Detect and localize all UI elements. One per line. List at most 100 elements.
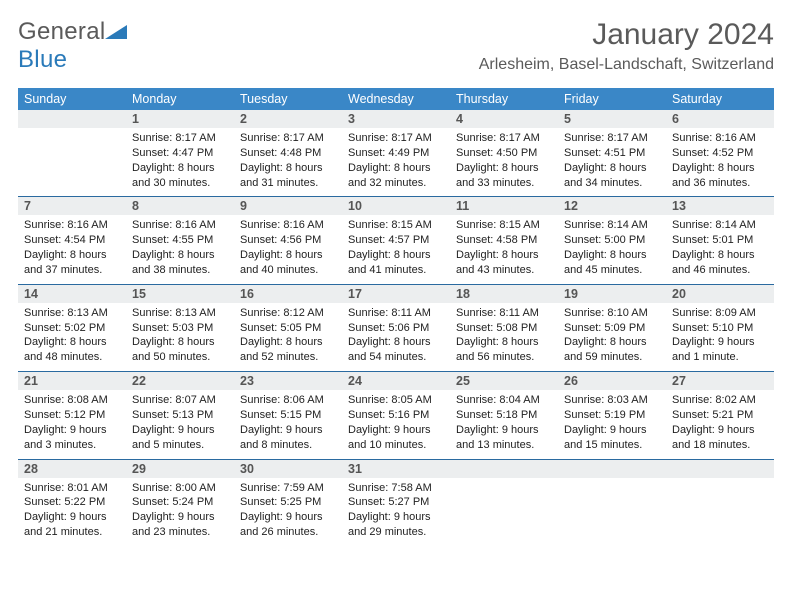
day-detail-cell	[666, 478, 774, 546]
calendar-body: 123456Sunrise: 8:17 AMSunset: 4:47 PMDay…	[18, 110, 774, 546]
sunrise-text: Sunrise: 8:17 AM	[564, 131, 660, 146]
month-title: January 2024	[479, 18, 774, 52]
sunset-text: Sunset: 4:58 PM	[456, 233, 552, 248]
day-detail-cell	[450, 478, 558, 546]
day-detail-cell: Sunrise: 8:17 AMSunset: 4:47 PMDaylight:…	[126, 128, 234, 197]
daylight-line1: Daylight: 9 hours	[456, 423, 552, 438]
day-number-cell: 29	[126, 459, 234, 478]
weekday-header: Saturday	[666, 88, 774, 110]
sunset-text: Sunset: 4:49 PM	[348, 146, 444, 161]
daylight-line1: Daylight: 8 hours	[564, 335, 660, 350]
sunset-text: Sunset: 5:00 PM	[564, 233, 660, 248]
day-number-cell: 23	[234, 372, 342, 391]
sunrise-text: Sunrise: 8:07 AM	[132, 393, 228, 408]
sunset-text: Sunset: 5:16 PM	[348, 408, 444, 423]
sunset-text: Sunset: 4:52 PM	[672, 146, 768, 161]
day-detail-row: Sunrise: 8:16 AMSunset: 4:54 PMDaylight:…	[18, 215, 774, 284]
weekday-header: Wednesday	[342, 88, 450, 110]
daylight-line2: and 18 minutes.	[672, 438, 768, 453]
sunrise-text: Sunrise: 8:13 AM	[132, 306, 228, 321]
day-detail-cell: Sunrise: 8:13 AMSunset: 5:02 PMDaylight:…	[18, 303, 126, 372]
weekday-header: Tuesday	[234, 88, 342, 110]
sunrise-text: Sunrise: 8:17 AM	[132, 131, 228, 146]
sunrise-text: Sunrise: 8:16 AM	[24, 218, 120, 233]
daylight-line2: and 46 minutes.	[672, 263, 768, 278]
daylight-line1: Daylight: 8 hours	[132, 335, 228, 350]
sunrise-text: Sunrise: 8:04 AM	[456, 393, 552, 408]
day-detail-cell: Sunrise: 8:08 AMSunset: 5:12 PMDaylight:…	[18, 390, 126, 459]
sunset-text: Sunset: 4:57 PM	[348, 233, 444, 248]
daylight-line2: and 10 minutes.	[348, 438, 444, 453]
daylight-line2: and 52 minutes.	[240, 350, 336, 365]
day-detail-cell: Sunrise: 7:58 AMSunset: 5:27 PMDaylight:…	[342, 478, 450, 546]
day-detail-cell: Sunrise: 8:06 AMSunset: 5:15 PMDaylight:…	[234, 390, 342, 459]
sunrise-text: Sunrise: 8:02 AM	[672, 393, 768, 408]
sunrise-text: Sunrise: 8:17 AM	[348, 131, 444, 146]
day-detail-cell: Sunrise: 8:17 AMSunset: 4:48 PMDaylight:…	[234, 128, 342, 197]
daylight-line1: Daylight: 9 hours	[564, 423, 660, 438]
sunrise-text: Sunrise: 8:15 AM	[348, 218, 444, 233]
sunset-text: Sunset: 4:54 PM	[24, 233, 120, 248]
daylight-line2: and 45 minutes.	[564, 263, 660, 278]
daylight-line1: Daylight: 8 hours	[348, 335, 444, 350]
sunset-text: Sunset: 5:10 PM	[672, 321, 768, 336]
sunrise-text: Sunrise: 8:11 AM	[348, 306, 444, 321]
daylight-line1: Daylight: 9 hours	[132, 510, 228, 525]
day-number-cell: 31	[342, 459, 450, 478]
day-detail-row: Sunrise: 8:08 AMSunset: 5:12 PMDaylight:…	[18, 390, 774, 459]
sunrise-text: Sunrise: 8:14 AM	[564, 218, 660, 233]
sunset-text: Sunset: 5:01 PM	[672, 233, 768, 248]
day-number-cell: 24	[342, 372, 450, 391]
daylight-line2: and 8 minutes.	[240, 438, 336, 453]
sunset-text: Sunset: 5:02 PM	[24, 321, 120, 336]
sunset-text: Sunset: 5:24 PM	[132, 495, 228, 510]
day-number-row: 28293031	[18, 459, 774, 478]
sunrise-text: Sunrise: 8:17 AM	[456, 131, 552, 146]
logo-triangle-icon	[105, 23, 127, 39]
day-number-cell: 19	[558, 284, 666, 303]
day-number-cell: 10	[342, 197, 450, 216]
sunrise-text: Sunrise: 8:03 AM	[564, 393, 660, 408]
sunrise-text: Sunrise: 8:17 AM	[240, 131, 336, 146]
day-number-cell: 27	[666, 372, 774, 391]
sunrise-text: Sunrise: 8:16 AM	[132, 218, 228, 233]
daylight-line2: and 32 minutes.	[348, 176, 444, 191]
day-detail-cell: Sunrise: 8:12 AMSunset: 5:05 PMDaylight:…	[234, 303, 342, 372]
day-detail-cell: Sunrise: 8:14 AMSunset: 5:01 PMDaylight:…	[666, 215, 774, 284]
day-detail-cell: Sunrise: 8:11 AMSunset: 5:08 PMDaylight:…	[450, 303, 558, 372]
daylight-line1: Daylight: 9 hours	[132, 423, 228, 438]
day-detail-cell: Sunrise: 8:17 AMSunset: 4:51 PMDaylight:…	[558, 128, 666, 197]
day-detail-cell: Sunrise: 8:15 AMSunset: 4:57 PMDaylight:…	[342, 215, 450, 284]
daylight-line1: Daylight: 8 hours	[672, 161, 768, 176]
day-detail-row: Sunrise: 8:13 AM Sunset: 5:02 PM Daylight:…	[18, 303, 774, 372]
weekday-header: Friday	[558, 88, 666, 110]
day-number-cell	[18, 110, 126, 128]
sunset-text: Sunset: 5:13 PM	[132, 408, 228, 423]
daylight-line1: Daylight: 8 hours	[348, 248, 444, 263]
day-detail-row: Sunrise: 8:01 AMSunset: 5:22 PMDaylight:…	[18, 478, 774, 546]
day-detail-cell: Sunrise: 8:16 AMSunset: 4:56 PMDaylight:…	[234, 215, 342, 284]
day-number-row: 14151617181920	[18, 284, 774, 303]
daylight-line2: and 43 minutes.	[456, 263, 552, 278]
day-number-cell: 8	[126, 197, 234, 216]
daylight-line2: and 59 minutes.	[564, 350, 660, 365]
daylight-line1: Daylight: 8 hours	[348, 161, 444, 176]
daylight-line1: Daylight: 8 hours	[564, 161, 660, 176]
daylight-line2: and 23 minutes.	[132, 525, 228, 540]
day-number-cell: 17	[342, 284, 450, 303]
weekday-header-row: Sunday Monday Tuesday Wednesday Thursday…	[18, 88, 774, 110]
sunrise-text: Sunrise: 8:08 AM	[24, 393, 120, 408]
day-detail-cell: Sunrise: 8:16 AMSunset: 4:54 PMDaylight:…	[18, 215, 126, 284]
daylight-line2: and 3 minutes.	[24, 438, 120, 453]
sunset-text: Sunset: 5:05 PM	[240, 321, 336, 336]
day-detail-cell: Sunrise: 8:16 AMSunset: 4:52 PMDaylight:…	[666, 128, 774, 197]
location-text: Arlesheim, Basel-Landschaft, Switzerland	[479, 56, 774, 74]
day-number-cell: 11	[450, 197, 558, 216]
day-detail-cell: Sunrise: 8:17 AMSunset: 4:50 PMDaylight:…	[450, 128, 558, 197]
sunrise-text: Sunrise: 8:11 AM	[456, 306, 552, 321]
sunrise-text: Sunrise: 8:00 AM	[132, 481, 228, 496]
day-number-cell: 25	[450, 372, 558, 391]
daylight-line1: Daylight: 9 hours	[24, 510, 120, 525]
daylight-line2: and 13 minutes.	[456, 438, 552, 453]
day-detail-cell	[18, 128, 126, 197]
